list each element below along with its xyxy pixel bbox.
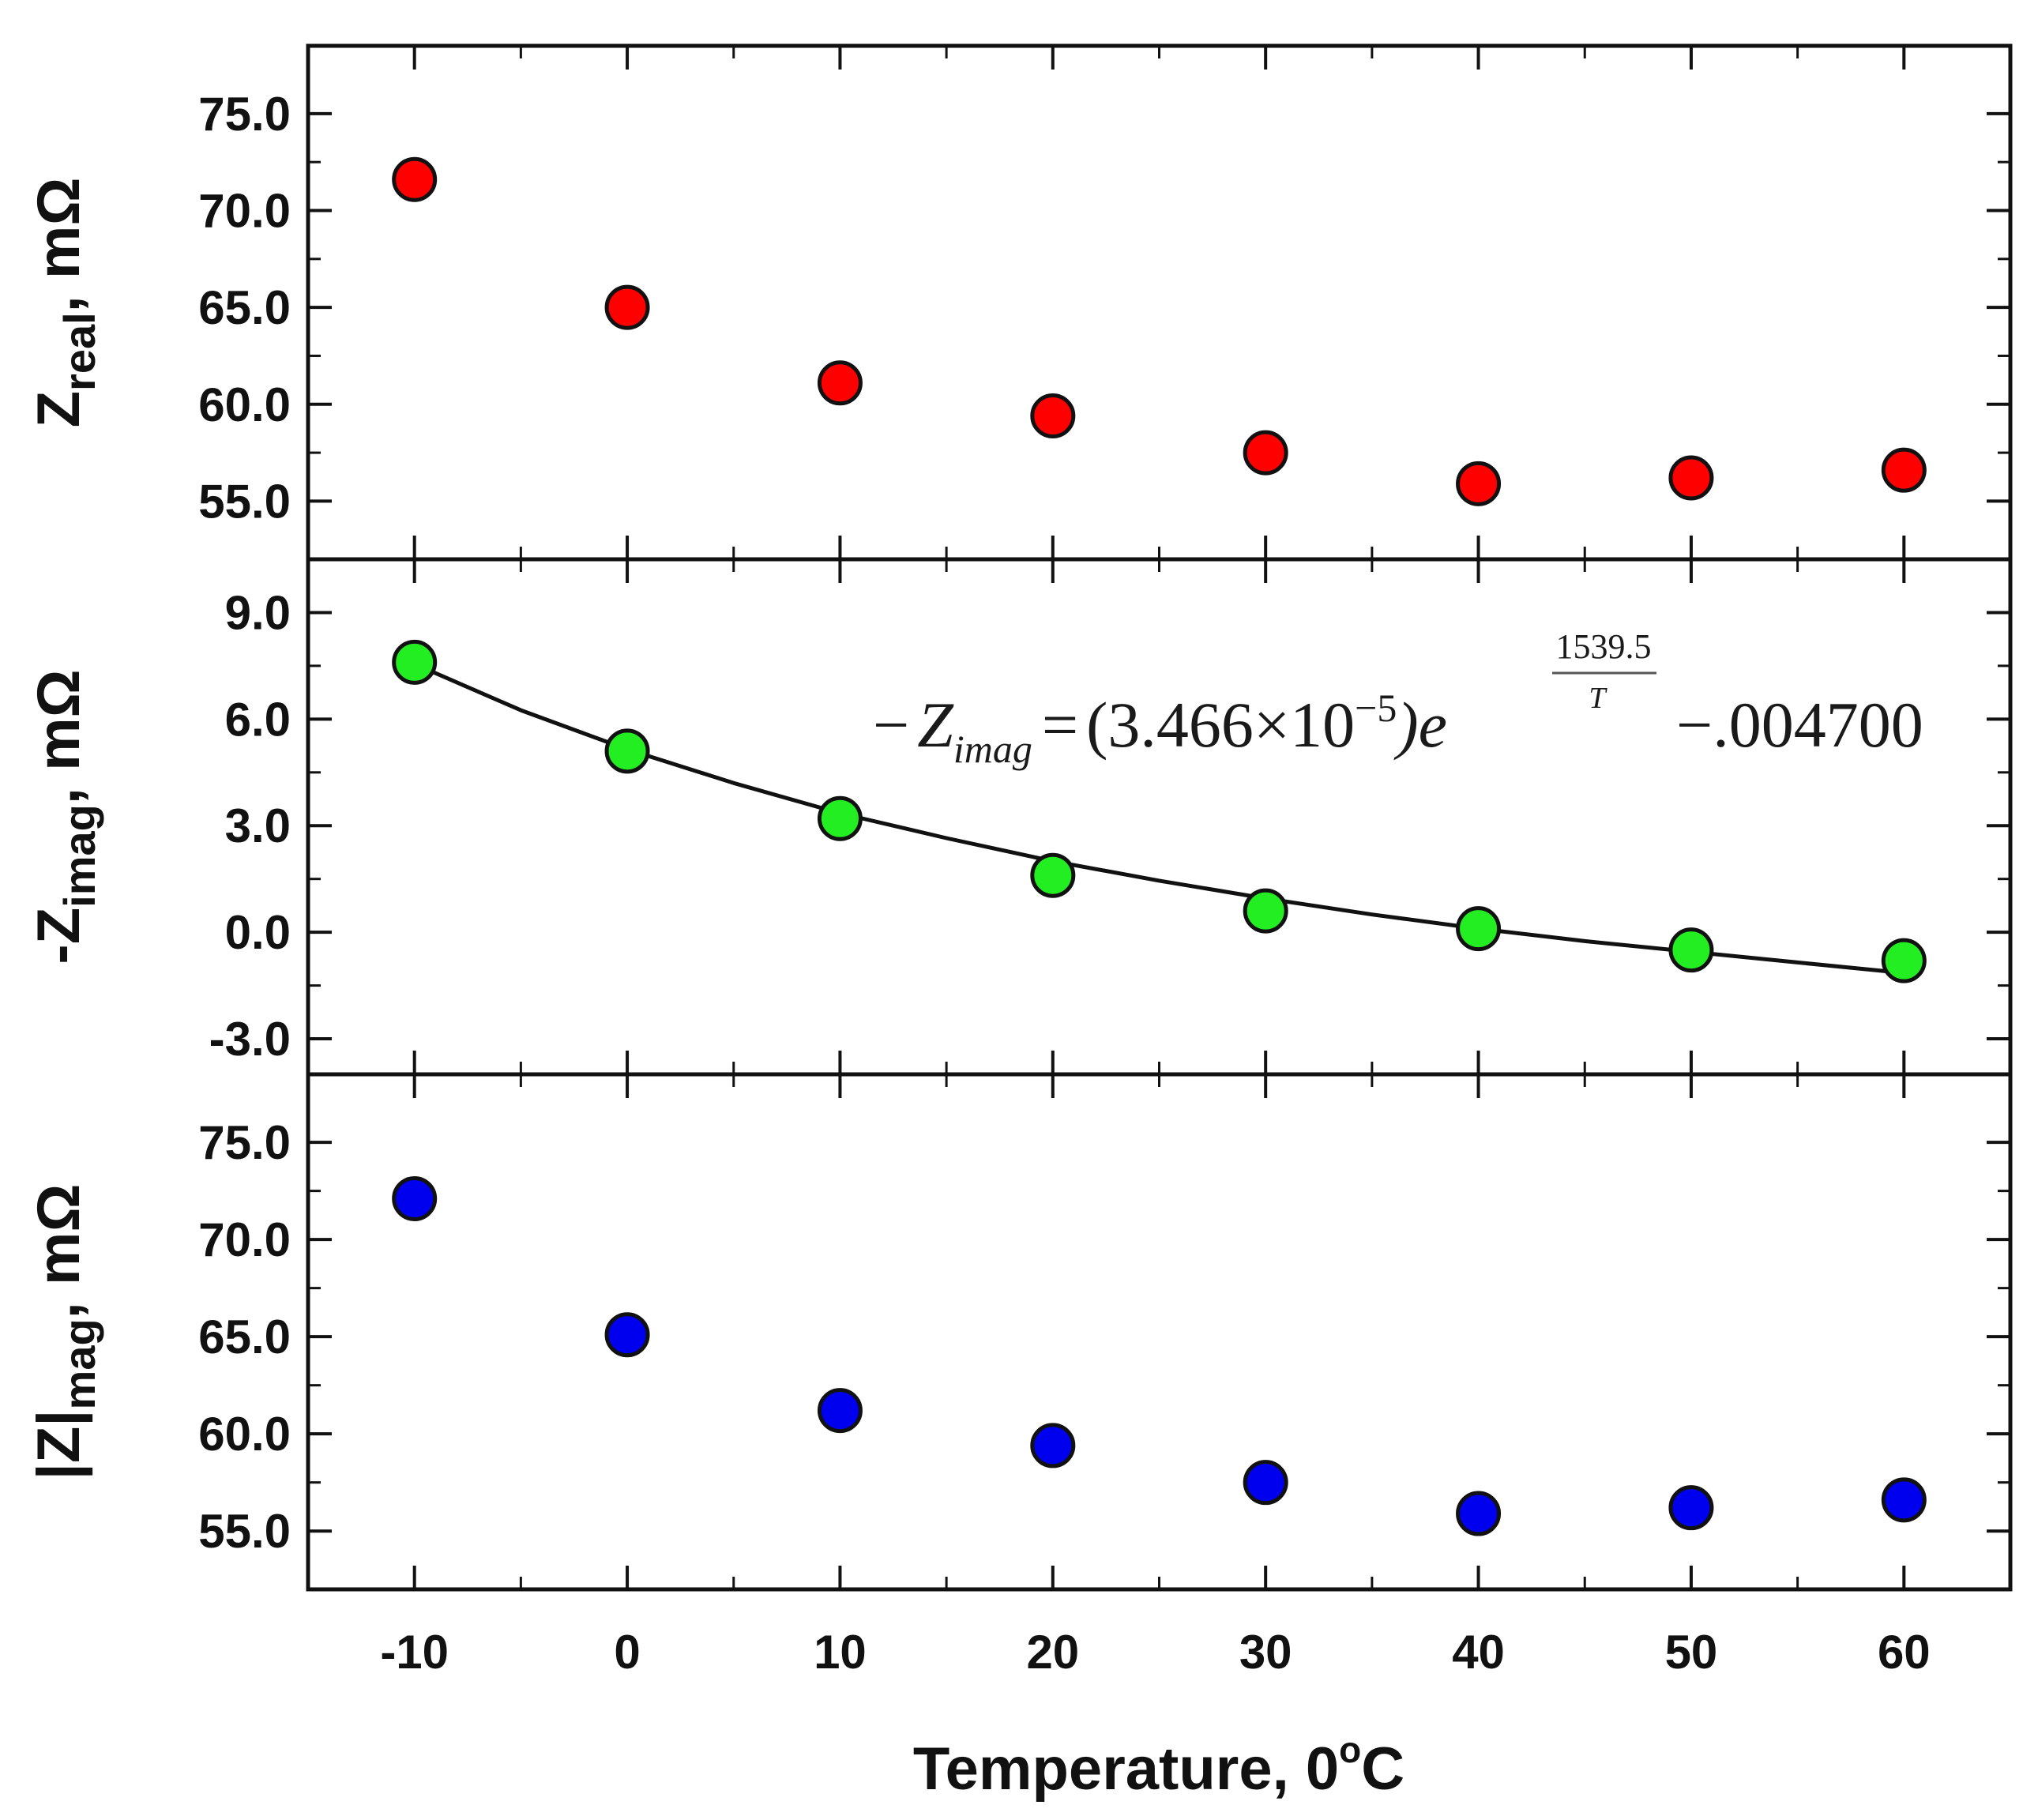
data-point — [1668, 455, 1714, 501]
x-tick-label: 60 — [1878, 1626, 1931, 1679]
fit-curve — [413, 662, 1905, 976]
y-axis-title-unit: , mΩ — [25, 1184, 92, 1319]
panel-bottom: 55.0 60.0 65.0 70.0 75.0 |Z|mag, mΩ — [25, 1072, 2013, 1592]
equation-lhs-subscript: imag — [953, 727, 1032, 771]
y-axis-title-unit: , mΩ — [25, 669, 92, 804]
data-point — [1881, 447, 1927, 493]
data-point — [1243, 430, 1288, 476]
y-tick-label: 60.0 — [198, 1408, 291, 1461]
y-tick-label: 60.0 — [198, 378, 291, 431]
x-tick-label: -10 — [380, 1626, 449, 1679]
equation-exponent-denominator: T — [1589, 682, 1607, 715]
x-axis-title-degree: o — [1339, 1729, 1361, 1770]
x-axis-title: Temperature, 0oC — [913, 1729, 1404, 1803]
data-point — [1881, 938, 1927, 983]
data-point — [817, 1388, 863, 1434]
equation-coefficient: (3.466×10 — [1086, 689, 1355, 761]
y-axis-title: -Zimag, mΩ — [25, 669, 104, 964]
y-axis-title-unit: , mΩ — [25, 178, 92, 313]
data-point — [817, 795, 863, 841]
y-tick-label: 75.0 — [198, 88, 291, 141]
equation-e: )e — [1393, 689, 1447, 761]
data-point — [604, 728, 650, 774]
y-axis-title: Zreal, mΩ — [25, 178, 104, 428]
x-axis: -10 0 10 20 30 40 50 60 Temperature, 0oC — [380, 1626, 1930, 1803]
y-tick-label: 65.0 — [198, 281, 291, 334]
y-axis-title-main: |Z| — [25, 1409, 93, 1480]
equation-lhs: − Zimag = (3.466×10−5)e — [873, 686, 1447, 771]
y-axis-title-main: -Z — [25, 908, 92, 965]
data-point — [1030, 393, 1076, 438]
data-point — [1456, 906, 1502, 952]
y-tick-label: 55.0 — [198, 475, 291, 528]
data-point — [1456, 461, 1502, 506]
y-tick-label: 70.0 — [198, 1213, 291, 1266]
equation-lhs-sign: − — [873, 689, 909, 761]
y-tick-label: 0.0 — [225, 906, 291, 959]
panel-top: 55.0 60.0 65.0 70.0 75.0 Zreal, mΩ — [25, 43, 2013, 562]
equation-tail: −.004700 — [1676, 689, 1923, 761]
data-point — [1668, 927, 1714, 973]
equation-coefficient-exponent: −5 — [1355, 686, 1397, 730]
x-tick-label: 50 — [1665, 1626, 1718, 1679]
data-point — [392, 156, 438, 202]
data-point — [1243, 888, 1288, 934]
data-point — [817, 360, 863, 406]
data-point — [1030, 852, 1076, 898]
y-tick-label: 9.0 — [225, 586, 291, 639]
data-point — [1243, 1460, 1288, 1506]
data-point — [392, 639, 438, 685]
x-tick-label: 30 — [1239, 1626, 1292, 1679]
data-point — [392, 1175, 438, 1221]
x-tick-label: 20 — [1026, 1626, 1079, 1679]
panel-middle: -3.00.03.06.09.0-Zimag, mΩ − Zimag = (3.466×… — [25, 557, 2013, 1077]
equation-lhs-var: Z — [917, 689, 954, 761]
y-axis-title-main: Z — [25, 391, 92, 427]
x-tick-label: 40 — [1452, 1626, 1505, 1679]
y-tick-label: 70.0 — [198, 184, 291, 237]
x-tick-label: 0 — [614, 1626, 640, 1679]
x-tick-label: 10 — [814, 1626, 867, 1679]
data-point — [604, 284, 650, 330]
equation-equals: = — [1042, 689, 1078, 761]
data-point — [1881, 1477, 1927, 1523]
y-tick-label: 75.0 — [198, 1116, 291, 1169]
y-axis-title-subscript: mag — [55, 1318, 104, 1409]
data-point — [604, 1312, 650, 1358]
y-axis-title-subscript: imag — [55, 804, 104, 908]
y-tick-label: 55.0 — [198, 1505, 291, 1558]
data-point — [1456, 1491, 1502, 1536]
y-axis-title-subscript: real — [55, 312, 104, 391]
y-tick-label: 65.0 — [198, 1310, 291, 1363]
x-axis-title-main: Temperature, 0 — [913, 1735, 1339, 1803]
y-tick-label: -3.0 — [209, 1013, 291, 1066]
data-point — [1668, 1485, 1714, 1531]
data-point — [1030, 1423, 1076, 1468]
fit-equation: − Zimag = (3.466×10−5)e 1539.5 T −.004700 — [873, 627, 1923, 771]
equation-exponent-numerator: 1539.5 — [1556, 627, 1652, 666]
x-axis-title-unit: C — [1361, 1735, 1404, 1803]
y-tick-label: 6.0 — [225, 693, 291, 746]
y-tick-label: 3.0 — [225, 799, 291, 852]
y-axis-title: |Z|mag, mΩ — [25, 1184, 104, 1480]
panel-frame — [306, 1072, 2013, 1592]
